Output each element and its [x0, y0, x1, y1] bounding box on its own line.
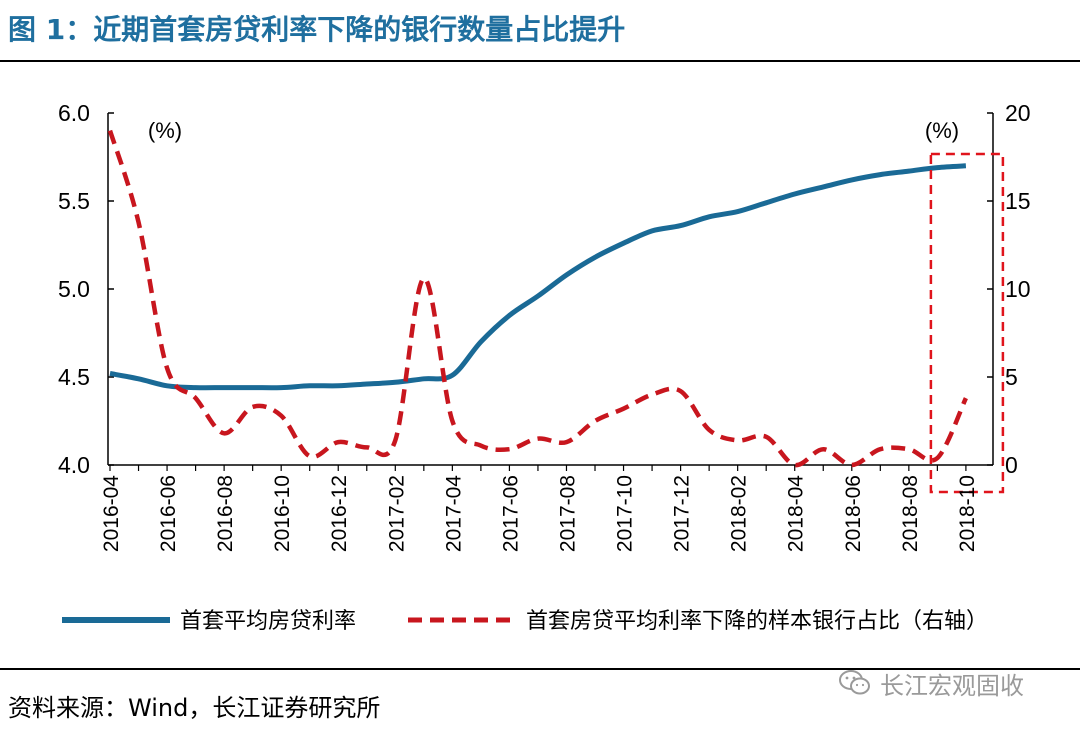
left-axis-unit: (%)	[148, 118, 182, 143]
wechat-icon	[839, 670, 870, 695]
x-tick-label: 2017-12	[671, 475, 694, 552]
series-line-rate	[109, 163, 967, 391]
top-rule	[0, 60, 1080, 62]
legend-label-share: 首套房贷平均利率下降的样本银行占比（右轴）	[526, 608, 988, 633]
right-axis-unit: (%)	[925, 118, 959, 143]
highlight-box	[929, 152, 1005, 494]
watermark: 长江宏观固收	[838, 665, 1068, 701]
figure-title: 图 1：近期首套房贷利率下降的银行数量占比提升	[8, 13, 626, 46]
x-tick-label: 2018-10	[956, 475, 979, 552]
x-tick-label: 2016-04	[100, 475, 123, 552]
left-tick-label: 6.0	[58, 100, 90, 126]
right-tick-label: 10	[1005, 276, 1031, 302]
series-marks	[107, 129, 1005, 494]
x-tick-label: 2017-04	[442, 475, 465, 552]
bottom-rule	[0, 668, 1080, 670]
left-tick-label: 5.0	[58, 276, 90, 302]
right-tick-label: 0	[1005, 452, 1018, 478]
x-tick-label: 2016-08	[214, 475, 237, 552]
x-tick-label: 2017-06	[499, 475, 522, 552]
x-tick-label: 2016-06	[157, 475, 180, 552]
axis-labels: 6.0 5.5 5.0 4.5 4.0 20 15 10 5 0 (%) (%) 2016-04 2016…	[58, 100, 1031, 552]
x-tick-label: 2017-02	[385, 475, 408, 552]
x-tick-label: 2018-08	[899, 475, 922, 552]
legend: 首套平均房贷利率 首套房贷平均利率下降的样本银行占比（右轴）	[62, 608, 988, 633]
axes	[107, 112, 994, 471]
right-tick-label: 5	[1005, 364, 1018, 390]
x-tick-label: 2018-02	[728, 475, 751, 552]
source-note: 资料来源：Wind，长江证券研究所	[8, 694, 381, 722]
x-tick-label: 2017-10	[614, 475, 637, 552]
left-tick-label: 4.0	[58, 452, 90, 478]
x-tick-label: 2018-06	[842, 475, 865, 552]
left-tick-label: 4.5	[58, 364, 90, 390]
x-tick-label: 2016-10	[271, 475, 294, 552]
right-tick-label: 20	[1005, 100, 1031, 126]
watermark-text: 长江宏观固收	[880, 671, 1024, 700]
legend-label-rate: 首套平均房贷利率	[180, 608, 356, 633]
right-tick-label: 15	[1005, 188, 1031, 214]
series-line-share	[107, 129, 968, 468]
x-tick-label: 2017-08	[556, 475, 579, 552]
left-tick-label: 5.5	[58, 188, 90, 214]
x-tick-label: 2018-04	[785, 475, 808, 552]
x-tick-label: 2016-12	[328, 475, 351, 552]
